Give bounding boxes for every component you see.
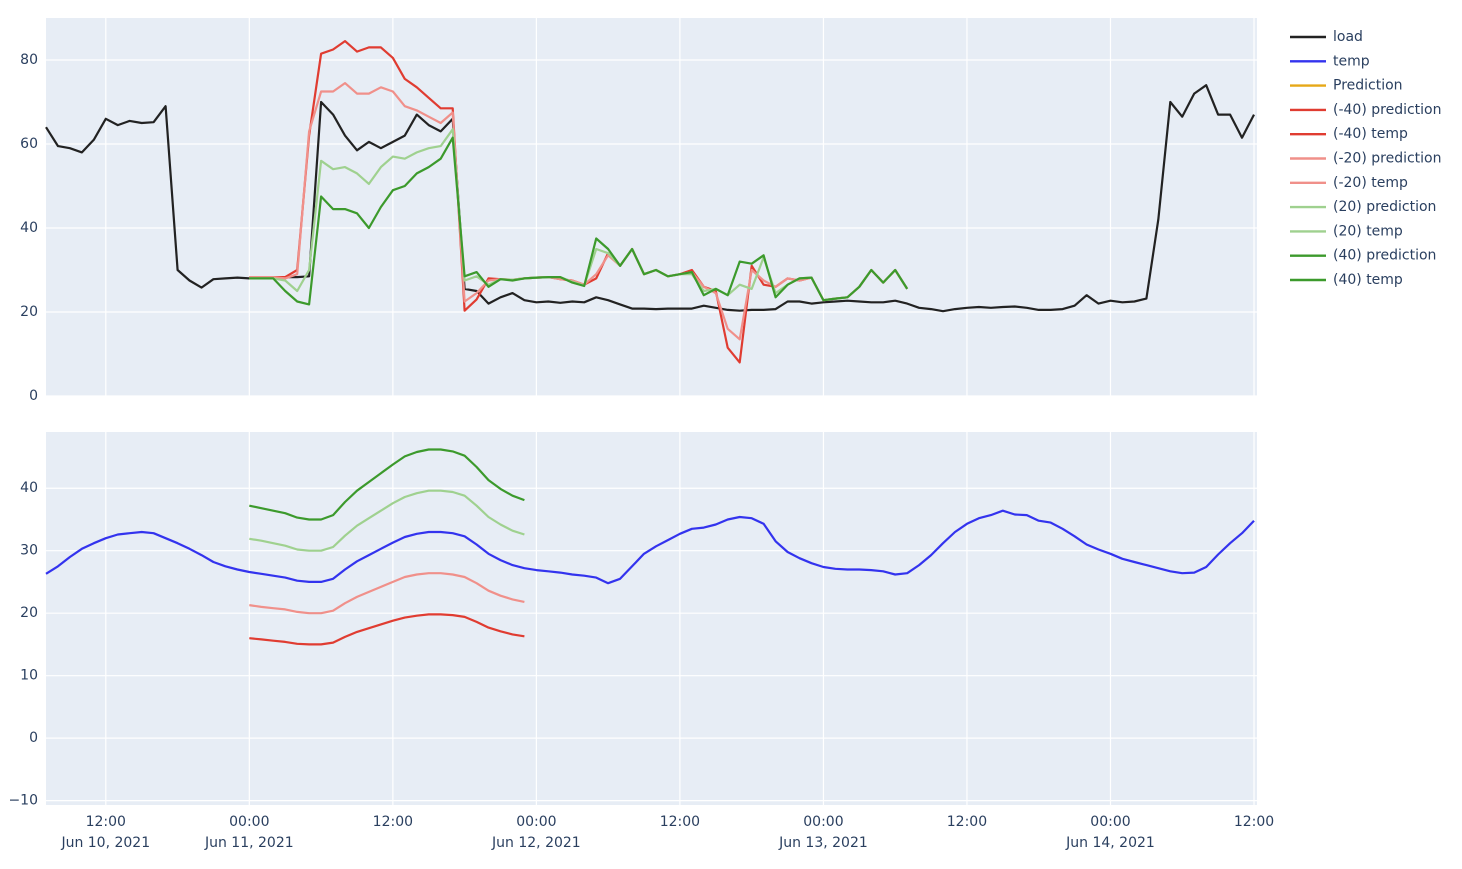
x-tick-label: 00:00 — [516, 814, 556, 830]
x-tick-label: 12:00 — [86, 814, 126, 830]
y-tick-label: 20 — [20, 304, 38, 320]
plot-area-top — [46, 18, 1257, 396]
x-tick-label: 00:00 — [1090, 814, 1130, 830]
x-tick-date-label: Jun 11, 2021 — [204, 835, 294, 851]
x-tick-date-label: Jun 13, 2021 — [778, 835, 868, 851]
x-tick-label: 12:00 — [373, 814, 413, 830]
x-tick-label: 12:00 — [947, 814, 987, 830]
legend-label: (20) prediction — [1333, 199, 1436, 215]
y-tick-label: 30 — [20, 543, 38, 559]
y-tick-label: 80 — [20, 52, 38, 68]
series-line — [249, 136, 909, 306]
x-tick-label: 00:00 — [803, 814, 843, 830]
legend-label: (-20) prediction — [1333, 151, 1441, 167]
y-tick-label: −10 — [8, 793, 38, 809]
y-tick-label: 40 — [20, 480, 38, 496]
x-tick-date-label: Jun 14, 2021 — [1065, 835, 1155, 851]
x-tick-label: 12:00 — [1234, 814, 1274, 830]
y-tick-label: 0 — [29, 388, 38, 404]
legend-label: (40) temp — [1333, 272, 1403, 288]
series-line — [249, 489, 525, 552]
series-line — [45, 84, 1255, 313]
legend-label: (40) prediction — [1333, 248, 1436, 264]
legend-label: (-40) prediction — [1333, 102, 1441, 118]
series-line — [45, 509, 1255, 585]
series-line — [249, 613, 525, 646]
legend-label: (-40) temp — [1333, 126, 1408, 142]
y-tick-label: 10 — [20, 668, 38, 684]
legend-label: load — [1333, 29, 1363, 45]
y-tick-label: 60 — [20, 136, 38, 152]
x-tick-label: 00:00 — [229, 814, 269, 830]
series-line — [249, 448, 525, 521]
y-tick-label: 0 — [29, 730, 38, 746]
legend-label: Prediction — [1333, 78, 1403, 94]
x-tick-date-label: Jun 10, 2021 — [60, 835, 150, 851]
legend-label: temp — [1333, 53, 1370, 69]
x-tick-label: 12:00 — [660, 814, 700, 830]
y-tick-label: 20 — [20, 605, 38, 621]
plot-area-bottom — [46, 432, 1257, 805]
x-tick-date-label: Jun 12, 2021 — [491, 835, 581, 851]
legend-label: (-20) temp — [1333, 175, 1408, 191]
y-tick-label: 40 — [20, 220, 38, 236]
legend-label: (20) temp — [1333, 223, 1403, 239]
series-line — [249, 572, 525, 615]
